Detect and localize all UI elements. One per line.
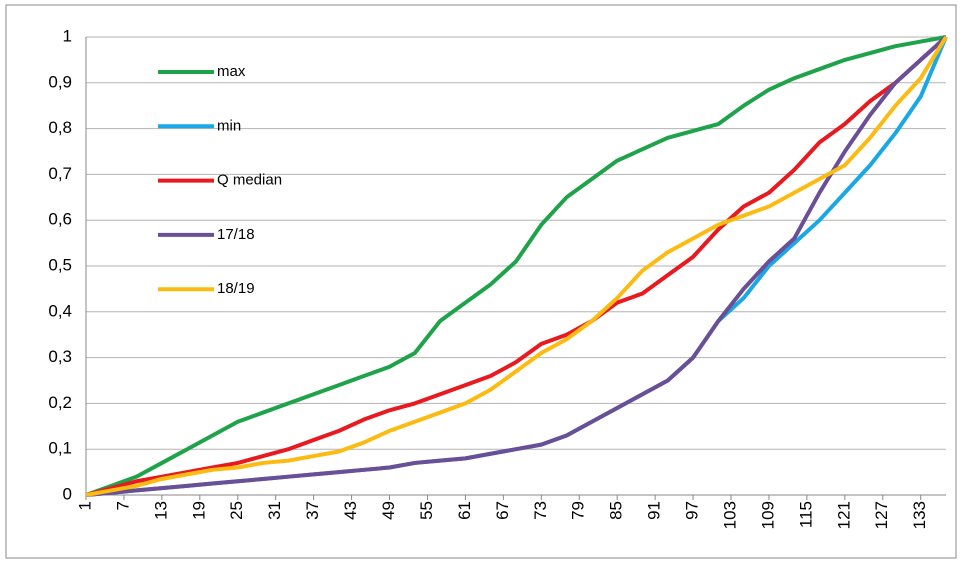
x-tick-label: 121	[834, 501, 853, 529]
y-tick-label: 0	[63, 484, 72, 503]
x-tick-label: 13	[151, 501, 170, 520]
x-tick-label: 109	[758, 501, 777, 529]
x-tick-label: 37	[303, 501, 322, 520]
x-tick-label: 43	[341, 501, 360, 520]
y-tick-label: 0,2	[48, 393, 72, 412]
y-tick-label: 1	[63, 26, 72, 45]
x-tick-label: 91	[645, 501, 664, 520]
y-tick-label: 0,5	[48, 255, 72, 274]
y-tick-label: 0,9	[48, 72, 72, 91]
y-tick-label: 0,1	[48, 439, 72, 458]
legend-label: 18/19	[217, 280, 255, 297]
legend-label: 17/18	[217, 226, 255, 243]
x-tick-label: 73	[531, 501, 550, 520]
series-line	[85, 35, 947, 497]
y-tick-label: 0,3	[48, 347, 72, 366]
x-tick-label: 115	[796, 501, 815, 528]
x-tick-label: 7	[113, 501, 132, 510]
series-line	[85, 35, 948, 497]
x-tick-label: 67	[493, 501, 512, 520]
y-tick-label: 0,7	[48, 164, 72, 183]
x-tick-label: 133	[910, 501, 929, 529]
series-line	[85, 35, 948, 497]
x-tick-label: 25	[227, 501, 246, 520]
chart-border	[5, 4, 957, 559]
x-tick-label: 1	[75, 501, 94, 510]
legend-label: Q median	[217, 172, 282, 189]
x-tick-label: 49	[379, 501, 398, 520]
x-tick-label: 127	[872, 501, 891, 529]
y-tick-label: 0,6	[48, 210, 72, 229]
x-tick-label: 19	[189, 501, 208, 520]
x-tick-label: 31	[265, 501, 284, 520]
legend-label: max	[217, 63, 246, 80]
series-line	[85, 35, 948, 497]
x-tick-label: 103	[720, 501, 739, 529]
y-tick-label: 0,8	[48, 118, 72, 137]
y-tick-label: 0,4	[48, 301, 72, 320]
x-tick-label: 85	[607, 501, 626, 520]
legend-label: min	[217, 117, 241, 134]
x-tick-label: 79	[569, 501, 588, 520]
x-tick-label: 61	[455, 501, 474, 520]
x-tick-label: 55	[417, 501, 436, 520]
x-tick-label: 97	[683, 501, 702, 520]
